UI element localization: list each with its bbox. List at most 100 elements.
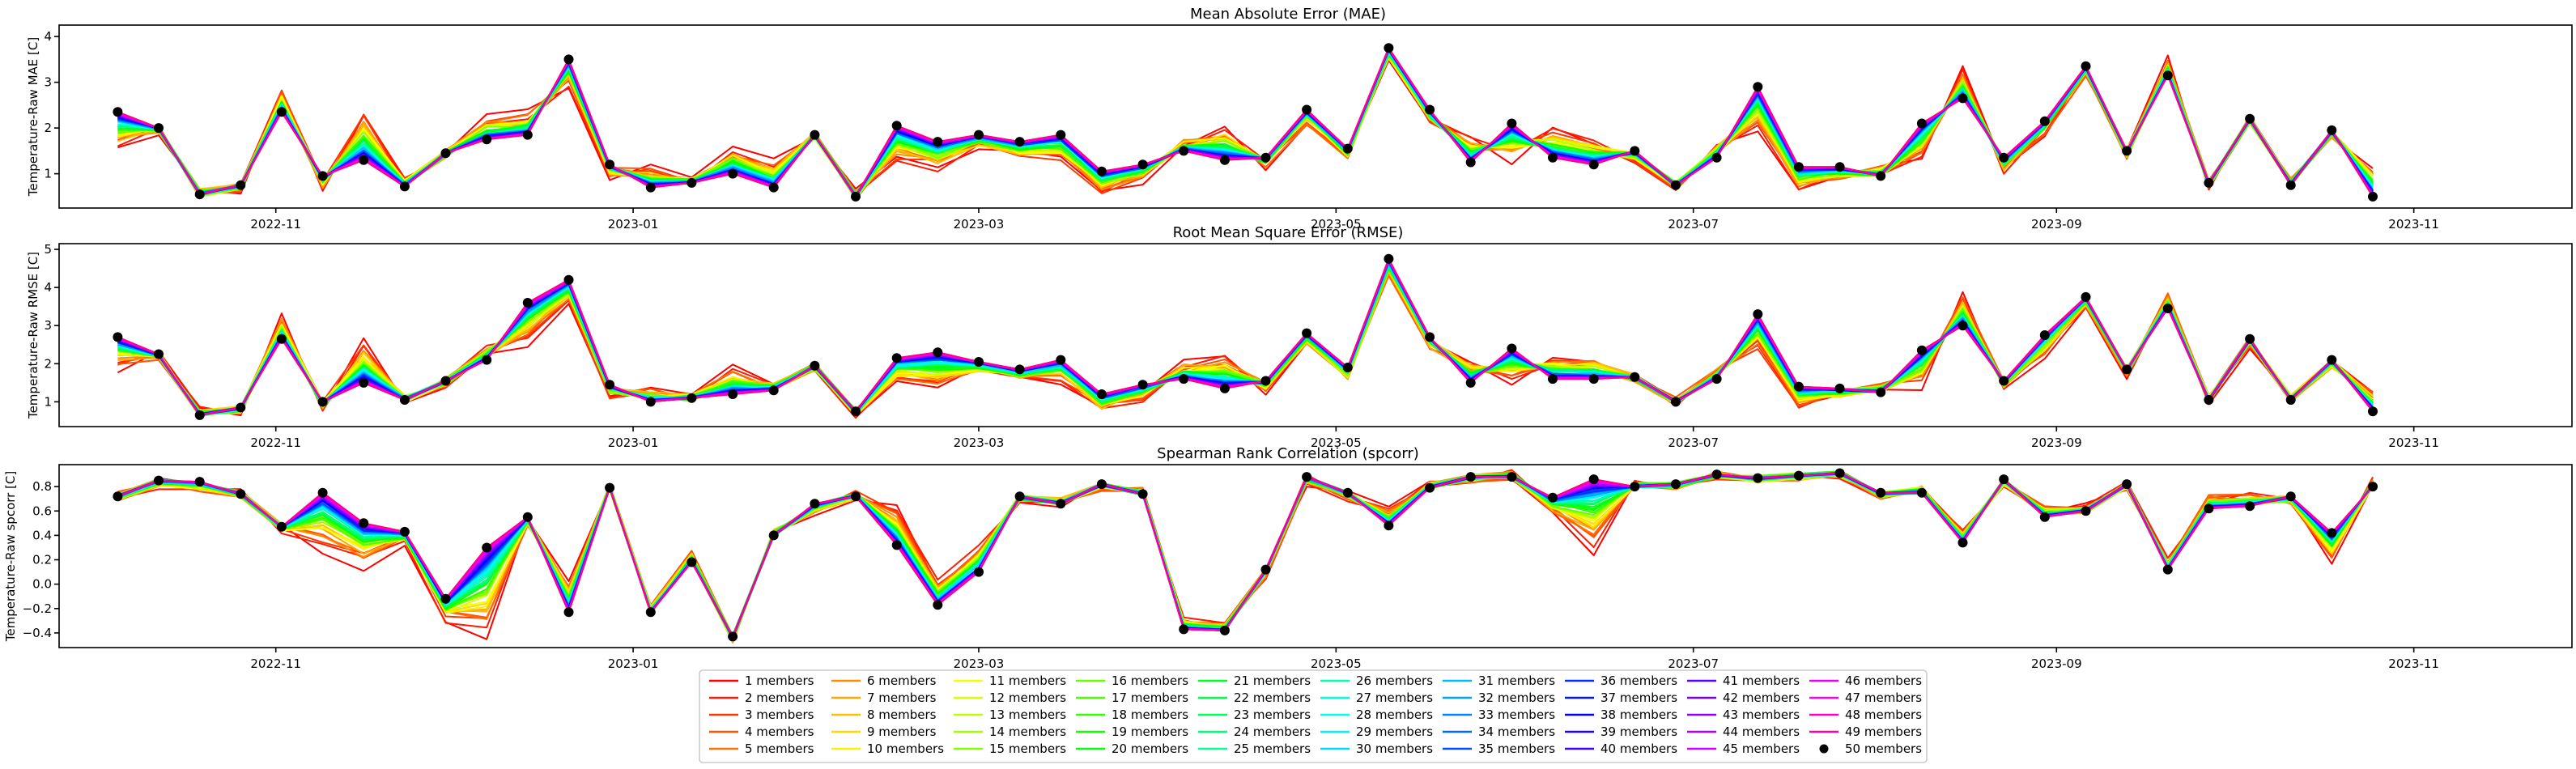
point-50-members — [1219, 155, 1230, 165]
point-50-members — [1958, 537, 1968, 548]
point-50-members — [1671, 479, 1681, 490]
legend-label: 32 members — [1478, 690, 1555, 705]
point-50-members — [768, 385, 779, 396]
legend-label: 10 members — [867, 741, 944, 756]
point-50-members — [236, 402, 246, 413]
legend-entry: 41 members — [1687, 673, 1800, 688]
legend-label: 43 members — [1723, 707, 1800, 722]
point-50-members — [113, 107, 123, 117]
series-line-50-members — [117, 46, 2374, 198]
point-50-members — [2204, 503, 2214, 514]
point-50-members — [1056, 130, 1066, 140]
legend-entry: 40 members — [1565, 741, 1677, 756]
point-50-members — [1260, 564, 1271, 575]
mae-50-member-markers — [113, 43, 2378, 202]
spcorr-x-ticks: 2022-11 2023-01 2023-03 2023-05 2023-07 2023-… — [250, 648, 2439, 671]
point-50-members — [399, 181, 410, 192]
legend-label: 17 members — [1112, 690, 1188, 705]
legend-label: 42 members — [1723, 690, 1800, 705]
series-line-50-members — [117, 257, 2374, 417]
point-50-members — [2162, 70, 2173, 81]
point-50-members — [1302, 472, 1312, 482]
legend-entry: 47 members — [1809, 690, 1922, 705]
legend-label: 28 members — [1356, 707, 1433, 722]
point-50-members — [1834, 383, 1845, 393]
y-tick-label: 4 — [44, 29, 52, 44]
point-50-members — [1014, 137, 1025, 147]
legend-entry: 17 members — [1076, 690, 1188, 705]
point-50-members — [974, 130, 984, 140]
rmse-y-axis-label: Temperature-Raw RMSE [C] — [26, 252, 40, 419]
point-50-members — [891, 121, 902, 131]
point-50-members — [1753, 82, 1763, 92]
legend-entry: 42 members — [1687, 690, 1800, 705]
legend-label: 9 members — [867, 724, 937, 739]
legend-label: 46 members — [1845, 673, 1922, 688]
legend-entry: 20 members — [1076, 741, 1188, 756]
point-50-members — [2039, 512, 2050, 522]
point-50-members — [1999, 474, 2009, 485]
legend-entry: 11 members — [954, 673, 1066, 688]
point-50-members — [113, 332, 123, 342]
legend-label: 20 members — [1112, 741, 1188, 756]
point-50-members — [154, 349, 164, 359]
point-50-members — [563, 607, 574, 618]
legend-label: 36 members — [1600, 673, 1677, 688]
legend-label: 29 members — [1356, 724, 1433, 739]
legend-label: 41 members — [1723, 673, 1800, 688]
legend-label: 19 members — [1112, 724, 1188, 739]
x-tick-label: 2022-11 — [250, 656, 301, 671]
x-tick-label: 2023-01 — [608, 217, 659, 232]
point-50-members — [1916, 487, 1927, 498]
point-50-members — [1137, 380, 1148, 390]
point-50-members — [1507, 472, 1517, 482]
point-50-members — [1342, 363, 1353, 372]
legend-label: 50 members — [1845, 741, 1922, 756]
point-50-members — [768, 530, 779, 541]
legend-entry: 26 members — [1320, 673, 1433, 688]
legend-entry: 15 members — [954, 741, 1066, 756]
point-50-members — [728, 389, 738, 399]
legend-entry: 8 members — [831, 707, 937, 722]
legend-label: 4 members — [745, 724, 814, 739]
point-50-members — [1507, 118, 1517, 129]
legend-entry: 39 members — [1565, 724, 1677, 739]
y-tick-label: 1 — [44, 167, 52, 181]
point-50-members — [1425, 104, 1435, 115]
legend-label: 47 members — [1845, 690, 1922, 705]
legend-entry: 36 members — [1565, 673, 1677, 688]
point-50-members — [1916, 345, 1927, 355]
point-50-members — [1014, 491, 1025, 502]
mae-y-axis-label: Temperature-Raw MAE [C] — [26, 37, 40, 197]
point-50-members — [1671, 397, 1681, 407]
legend-entry: 14 members — [954, 724, 1066, 739]
point-50-members — [522, 512, 533, 522]
point-50-members — [2204, 177, 2214, 188]
rmse-panel: Root Mean Square Error (RMSE) 1 2 3 4 5 2022… — [26, 224, 2573, 450]
y-tick-label: −0.2 — [23, 601, 52, 616]
legend-entry: 10 members — [831, 741, 944, 756]
point-50-members — [810, 360, 820, 371]
y-tick-label: 2 — [44, 121, 52, 135]
point-50-members — [236, 180, 246, 190]
point-50-members — [933, 137, 943, 147]
point-50-members — [317, 397, 328, 407]
legend-entry: 3 members — [709, 707, 814, 722]
point-50-members — [317, 487, 328, 498]
y-tick-label: 3 — [44, 318, 52, 333]
point-50-members — [1630, 372, 1640, 382]
mae-title: Mean Absolute Error (MAE) — [1190, 6, 1386, 23]
rmse-x-ticks: 2022-11 2023-01 2023-03 2023-05 2023-07 2023-… — [250, 427, 2439, 450]
y-tick-label: 0.6 — [32, 503, 52, 518]
point-50-members — [194, 477, 205, 487]
x-tick-label: 2023-01 — [608, 656, 659, 671]
rmse-axes-frame — [58, 243, 2573, 427]
point-50-members — [1958, 93, 1968, 104]
point-50-members — [399, 526, 410, 537]
legend-entry: 31 members — [1443, 673, 1555, 688]
point-50-members — [236, 489, 246, 499]
point-50-members — [359, 377, 369, 388]
point-50-members — [1630, 146, 1640, 156]
legend-entry: 7 members — [831, 690, 937, 705]
legend-entry: 45 members — [1687, 741, 1800, 756]
